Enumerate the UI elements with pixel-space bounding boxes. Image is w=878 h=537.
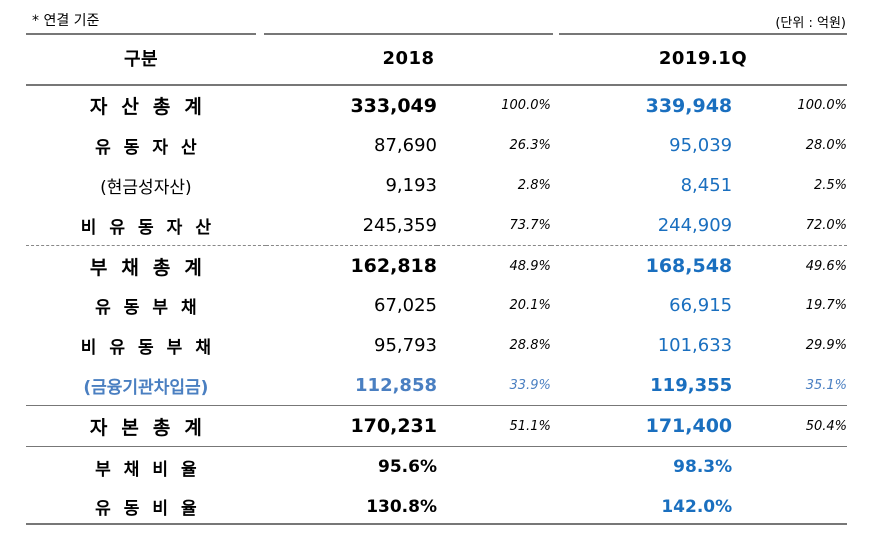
table-row-bank-borrowings: (금융기관차입금) 112,858 33.9% 119,355 35.1%: [26, 366, 847, 406]
row-label: 자본총계: [26, 405, 266, 447]
table-bottom-rule: [26, 523, 847, 525]
table-row-debt-ratio: 부채비율 95.6% 98.3%: [26, 446, 847, 487]
value-2019q1: 339,948: [645, 94, 733, 117]
pct-2019q1: 19.7%: [805, 298, 847, 314]
value-2018: 333,049: [350, 94, 437, 117]
value-2018: 67,025: [374, 295, 437, 317]
table-row-total-equity: 자본총계 170,231 51.1% 171,400 50.4%: [26, 405, 847, 447]
row-label: 자산총계: [89, 96, 216, 119]
row-label: 유동부채: [95, 298, 210, 319]
pct-2018: 20.1%: [509, 298, 551, 314]
row-label: 부채비율: [26, 446, 266, 487]
table-row-cash-equivalents: (현금성자산) 9,193 2.8% 8,451 2.5%: [26, 166, 847, 206]
table-row-total-assets: 자산총계 333,049 100.0% 339,948 100.0%: [26, 86, 847, 126]
header-col-2019q1: 2019.1Q: [658, 47, 748, 69]
value-2019q1: 95,039: [669, 135, 733, 157]
pct-2019q1: 29.9%: [805, 338, 847, 354]
pct-2019q1: 49.6%: [732, 245, 847, 286]
pct-2019q1: 72.0%: [805, 217, 847, 233]
pct-2019q1: 100.0%: [797, 98, 847, 114]
unit-note: (단위 : 억원): [775, 16, 846, 31]
balance-table: 자산총계 333,049 100.0% 339,948 100.0% 유동자산 …: [26, 86, 847, 527]
row-label: (현금성자산): [100, 177, 192, 198]
value-2019q1: 101,633: [657, 335, 733, 357]
pct-2018: 28.8%: [509, 338, 551, 354]
value-2018: 9,193: [385, 174, 437, 196]
row-label: 비유동부채: [80, 338, 224, 359]
value-2018: 112,858: [355, 374, 437, 396]
table-row-current-assets: 유동자산 87,690 26.3% 95,039 28.0%: [26, 126, 847, 166]
value-2019q1: 142.0%: [661, 496, 733, 517]
value-2018: 95.6%: [265, 446, 437, 487]
value-2019q1: 168,548: [550, 245, 733, 286]
value-2019q1: 171,400: [550, 405, 733, 447]
value-2018: 245,359: [362, 214, 437, 236]
row-label: 비유동자산: [80, 217, 224, 238]
table-row-noncurrent-liabilities: 비유동부채 95,793 28.8% 101,633 29.9%: [26, 326, 847, 366]
basis-note: * 연결 기준: [32, 13, 100, 29]
value-2019q1: 244,909: [657, 214, 733, 236]
row-label: 유동자산: [95, 138, 210, 159]
pct-2019q1: 2.5%: [813, 177, 847, 193]
pct-2018: 48.9%: [437, 245, 551, 286]
table-row-noncurrent-assets: 비유동자산 245,359 73.7% 244,909 72.0%: [26, 205, 847, 245]
pct-2019q1: 50.4%: [732, 405, 847, 447]
pct-2019q1: 28.0%: [805, 138, 847, 154]
header-col-2018: 2018: [382, 47, 435, 69]
pct-2018: 2.8%: [517, 177, 551, 193]
value-2019q1: 8,451: [680, 174, 733, 196]
pct-2018: 26.3%: [509, 138, 551, 154]
header-bottom-rule: [26, 84, 847, 86]
pct-2018: 73.7%: [509, 217, 551, 233]
pct-2018: 33.9%: [509, 377, 551, 393]
value-2019q1: 66,915: [669, 295, 733, 317]
value-2019q1: 119,355: [650, 374, 733, 396]
row-label: 유동비율: [95, 499, 210, 520]
table-row-total-liabilities: 부채총계 162,818 48.9% 168,548 49.6%: [26, 245, 847, 286]
value-2018: 170,231: [265, 405, 437, 447]
value-2019q1: 98.3%: [550, 446, 733, 487]
pct-2018: 100.0%: [501, 98, 551, 114]
row-label: (금융기관차입금): [83, 377, 209, 398]
pct-2018: 51.1%: [437, 405, 551, 447]
pct-2019q1: 35.1%: [805, 377, 847, 393]
value-2018: 87,690: [374, 135, 437, 157]
header-top-rule: [26, 33, 256, 35]
table-row-current-ratio: 유동비율 130.8% 142.0%: [26, 487, 847, 527]
table-row-current-liabilities: 유동부채 67,025 20.1% 66,915 19.7%: [26, 286, 847, 326]
value-2018: 162,818: [265, 245, 437, 286]
value-2018: 130.8%: [366, 496, 437, 517]
row-label: 부채총계: [26, 245, 266, 286]
header-top-rule: [264, 33, 553, 35]
value-2018: 95,793: [374, 335, 437, 357]
header-label: 구분: [123, 49, 159, 70]
header-top-rule: [559, 33, 847, 35]
